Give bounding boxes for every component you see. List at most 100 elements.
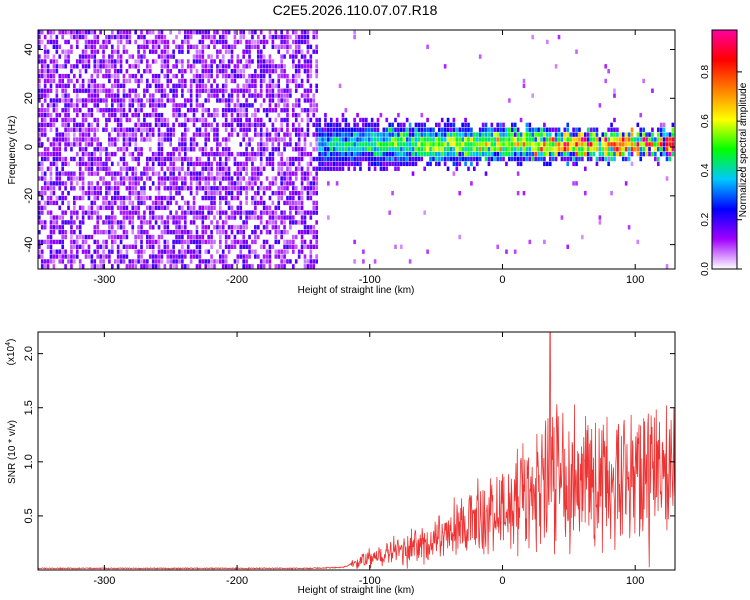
heatmap-cell xyxy=(265,254,269,259)
heatmap-cell xyxy=(172,186,175,191)
heatmap-cell xyxy=(52,64,56,69)
heatmap-cell xyxy=(321,161,324,167)
heatmap-cell xyxy=(198,83,202,89)
heatmap-cell xyxy=(303,259,307,264)
heatmap-cell xyxy=(239,127,243,132)
heatmap-cell xyxy=(397,147,400,152)
heatmap-cell xyxy=(300,34,304,40)
heatmap-cell xyxy=(233,108,237,113)
heatmap-cell xyxy=(245,220,248,225)
heatmap-cell xyxy=(341,161,345,167)
heatmap-cell xyxy=(73,186,76,191)
heatmap-cell xyxy=(540,127,543,132)
heatmap-cell xyxy=(210,264,213,269)
heatmap-cell xyxy=(300,49,304,54)
heatmap-cell xyxy=(344,151,348,157)
heatmap-cell xyxy=(102,49,105,54)
heatmap-cell xyxy=(303,69,307,74)
heatmap-cell xyxy=(84,234,88,240)
heatmap-cell xyxy=(656,127,660,132)
heatmap-cell xyxy=(96,190,100,196)
heatmap-cell xyxy=(656,156,660,162)
heatmap-cell xyxy=(131,88,135,93)
heatmap-cell xyxy=(78,259,82,264)
heatmap-cell xyxy=(55,49,59,54)
heatmap-cell xyxy=(146,264,149,269)
heatmap-cell xyxy=(52,147,56,152)
heatmap-cell xyxy=(55,215,59,220)
heatmap-cell xyxy=(151,225,155,230)
heatmap-cell xyxy=(160,117,164,123)
heatmap-cell xyxy=(364,117,368,123)
heatmap-cell xyxy=(575,137,578,142)
heatmap-cell xyxy=(96,83,100,89)
heatmap-cell xyxy=(186,44,190,50)
heatmap-cell xyxy=(64,161,67,167)
heatmap-cell xyxy=(160,166,164,171)
heatmap-cell xyxy=(40,186,44,191)
heatmap-cell xyxy=(148,122,152,128)
heatmap-cell xyxy=(113,117,117,123)
heatmap-cell xyxy=(359,156,362,162)
heatmap-cell xyxy=(58,195,62,201)
heatmap-cell xyxy=(636,142,640,147)
heatmap-cell xyxy=(315,234,318,240)
heatmap-cell xyxy=(651,142,654,147)
heatmap-cell xyxy=(251,44,254,50)
heatmap-cell xyxy=(265,127,269,132)
heatmap-cell xyxy=(292,156,295,162)
heatmap-cell xyxy=(318,132,321,137)
heatmap-cell xyxy=(169,200,173,206)
heatmap-cell xyxy=(256,34,260,40)
heatmap-cell xyxy=(140,200,143,206)
heatmap-cell xyxy=(148,137,152,142)
heatmap-cell xyxy=(458,132,462,137)
heatmap-cell xyxy=(262,186,266,191)
heatmap-cell xyxy=(219,259,222,264)
heatmap-cell xyxy=(213,264,216,269)
heatmap-cell xyxy=(297,142,301,147)
heatmap-cell xyxy=(668,156,672,162)
heatmap-cell xyxy=(175,259,178,264)
heatmap-cell xyxy=(81,98,85,103)
heatmap-cell xyxy=(221,151,225,157)
heatmap-cell xyxy=(67,220,70,225)
heatmap-cell xyxy=(254,181,257,186)
heatmap-cell xyxy=(256,151,260,157)
heatmap-cell xyxy=(607,161,610,167)
heatmap-cell xyxy=(40,69,44,74)
heatmap-cell xyxy=(621,156,625,162)
heatmap-cell xyxy=(327,132,330,137)
heatmap-cell xyxy=(274,234,278,240)
heatmap-cell xyxy=(102,83,105,89)
heatmap-cell xyxy=(306,166,310,171)
heatmap-cell xyxy=(484,142,488,147)
heatmap-cell xyxy=(52,44,56,50)
heatmap-cell xyxy=(175,200,178,206)
heatmap-cell xyxy=(642,142,645,147)
y-tick-label: 40 xyxy=(23,43,35,55)
heatmap-cell xyxy=(245,147,248,152)
heatmap-cell xyxy=(315,171,318,176)
heatmap-cell xyxy=(277,142,281,147)
heatmap-cell xyxy=(178,83,181,89)
heatmap-cell xyxy=(435,151,438,157)
heatmap-cell xyxy=(119,249,123,254)
heatmap-cell xyxy=(636,147,640,152)
heatmap-cell xyxy=(119,34,123,40)
heatmap-cell xyxy=(210,259,213,264)
heatmap-cell xyxy=(292,244,295,249)
heatmap-cell xyxy=(604,137,608,142)
heatmap-cell xyxy=(160,69,164,74)
heatmap-cell xyxy=(621,132,625,137)
heatmap-cell xyxy=(230,73,234,79)
heatmap-cell xyxy=(242,127,245,132)
heatmap-cell xyxy=(40,220,44,225)
heatmap-cell xyxy=(207,195,210,201)
heatmap-cell xyxy=(239,244,243,249)
heatmap-cell xyxy=(102,88,105,93)
heatmap-cell xyxy=(516,127,520,132)
heatmap-cell xyxy=(329,142,333,147)
heatmap-cell xyxy=(163,161,167,167)
heatmap-cell xyxy=(160,88,164,93)
